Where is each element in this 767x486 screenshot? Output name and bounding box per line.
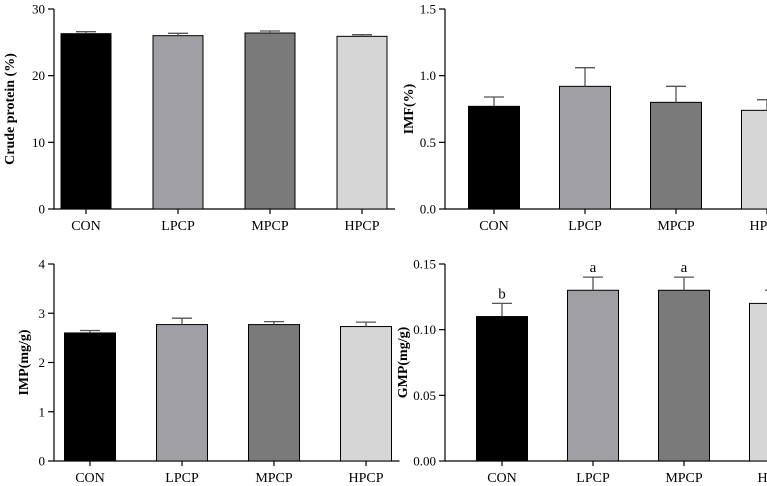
crude-protein-chart: 0 10 20 30 Crude protein (%) CON LPCP MPCP HPCP (3, 2, 395, 234)
bar-hpcp (749, 302, 767, 462)
bar-con (60, 33, 112, 210)
y-tick-label: 0.05 (413, 388, 436, 403)
x-tick-label: HPCP (757, 471, 767, 486)
imf-chart: 0.0 0.5 1.0 1.5 IMF(%) CON LPCP MPCP HPCP (402, 2, 767, 234)
bar-mpcp (650, 101, 702, 210)
y-tick-label: 0 (39, 202, 46, 217)
y-tick-label: 3 (39, 306, 46, 321)
y-tick-label: 0.15 (413, 257, 436, 272)
significance-letter: a (590, 260, 597, 276)
y-axis-label: IMF(%) (402, 83, 417, 134)
y-axis-label: GMP(mg/g) (396, 326, 411, 398)
x-tick-label: MPCP (251, 219, 289, 234)
bar-mpcp (248, 324, 300, 462)
y-axis-label: Crude protein (%) (3, 53, 18, 165)
bar-con (468, 105, 520, 210)
y-tick-label: 10 (32, 135, 45, 150)
x-tick-label: HPCP (348, 471, 383, 486)
x-tick-label: HPCP (344, 219, 379, 234)
bar-lpcp (152, 35, 204, 210)
bar-mpcp (244, 32, 296, 210)
y-tick-label: 0.0 (420, 202, 436, 217)
y-tick-label: 1 (39, 404, 46, 419)
y-tick-label: 1.5 (420, 2, 436, 17)
bar-hpcp (741, 109, 767, 210)
significance-letter: a (681, 260, 688, 276)
y-tick-label: 20 (32, 68, 45, 83)
y-tick-label: 2 (39, 355, 46, 370)
x-tick-label: CON (71, 219, 101, 234)
x-tick-label: CON (487, 471, 517, 486)
bar-con (476, 316, 528, 462)
imp-chart: 0 1 2 3 4 IMP(mg/g) CON LPCP MPCP HPCP (17, 257, 400, 486)
x-tick-label: LPCP (576, 471, 610, 486)
y-tick-label: 1.0 (420, 68, 436, 83)
y-tick-label: 4 (39, 257, 46, 272)
x-tick-label: MPCP (657, 219, 695, 234)
y-tick-label: 0.5 (420, 135, 436, 150)
bar-lpcp (156, 324, 208, 462)
y-tick-label: 0.00 (413, 454, 436, 469)
bar-hpcp (340, 326, 392, 462)
x-tick-label: CON (75, 471, 105, 486)
y-axis-label: IMP(mg/g) (17, 329, 32, 395)
x-tick-label: LPCP (568, 219, 602, 234)
bar-hpcp (336, 35, 388, 210)
x-tick-label: MPCP (255, 471, 293, 486)
y-tick-label: 0 (39, 454, 46, 469)
bar-lpcp (559, 85, 611, 210)
x-tick-label: CON (479, 219, 509, 234)
x-tick-label: LPCP (161, 219, 195, 234)
bar-lpcp (567, 289, 619, 462)
bar-mpcp (658, 289, 710, 462)
significance-letter: b (498, 286, 506, 302)
x-tick-label: LPCP (165, 471, 199, 486)
y-tick-label: 0.10 (413, 322, 436, 337)
y-tick-label: 30 (32, 2, 45, 17)
bar-con (64, 332, 116, 462)
gmp-chart: 0.00 0.05 0.10 0.15 GMP(mg/g) CON b LPCP a MPCP a H… (396, 257, 767, 486)
x-tick-label: MPCP (665, 471, 703, 486)
x-tick-label: HPCP (749, 219, 767, 234)
